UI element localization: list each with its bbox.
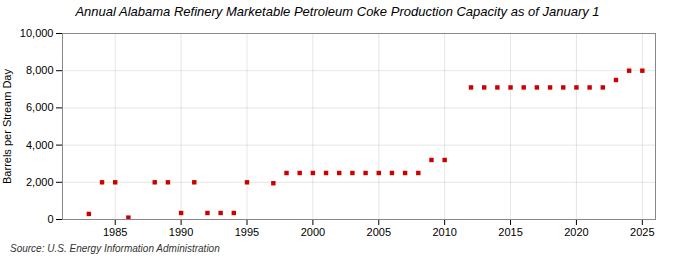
svg-text:10,000: 10,000 [20, 27, 54, 39]
svg-text:1985: 1985 [103, 226, 127, 238]
svg-text:0: 0 [47, 213, 53, 225]
svg-text:6,000: 6,000 [26, 101, 54, 113]
svg-text:2000: 2000 [301, 226, 325, 238]
html-text:Annual Alabama Refinery Market: Annual Alabama Refinery Marketable Petro… [75, 4, 600, 19]
svg-text:8,000: 8,000 [26, 64, 54, 76]
svg-text:2,000: 2,000 [26, 176, 54, 188]
svg-text:1995: 1995 [235, 226, 259, 238]
svg-text:4,000: 4,000 [26, 139, 54, 151]
html-text:Source: U.S. Energy Informatio: Source: U.S. Energy Information Administ… [10, 243, 220, 254]
svg-text:2010: 2010 [432, 226, 456, 238]
svg-text:2015: 2015 [498, 226, 522, 238]
svg-text:2005: 2005 [367, 226, 391, 238]
svg-text:2025: 2025 [630, 226, 654, 238]
svg-text:2020: 2020 [564, 226, 588, 238]
svg-text:1990: 1990 [169, 226, 193, 238]
svg-text:Barrels per Stream Day: Barrels per Stream Day [1, 69, 13, 184]
